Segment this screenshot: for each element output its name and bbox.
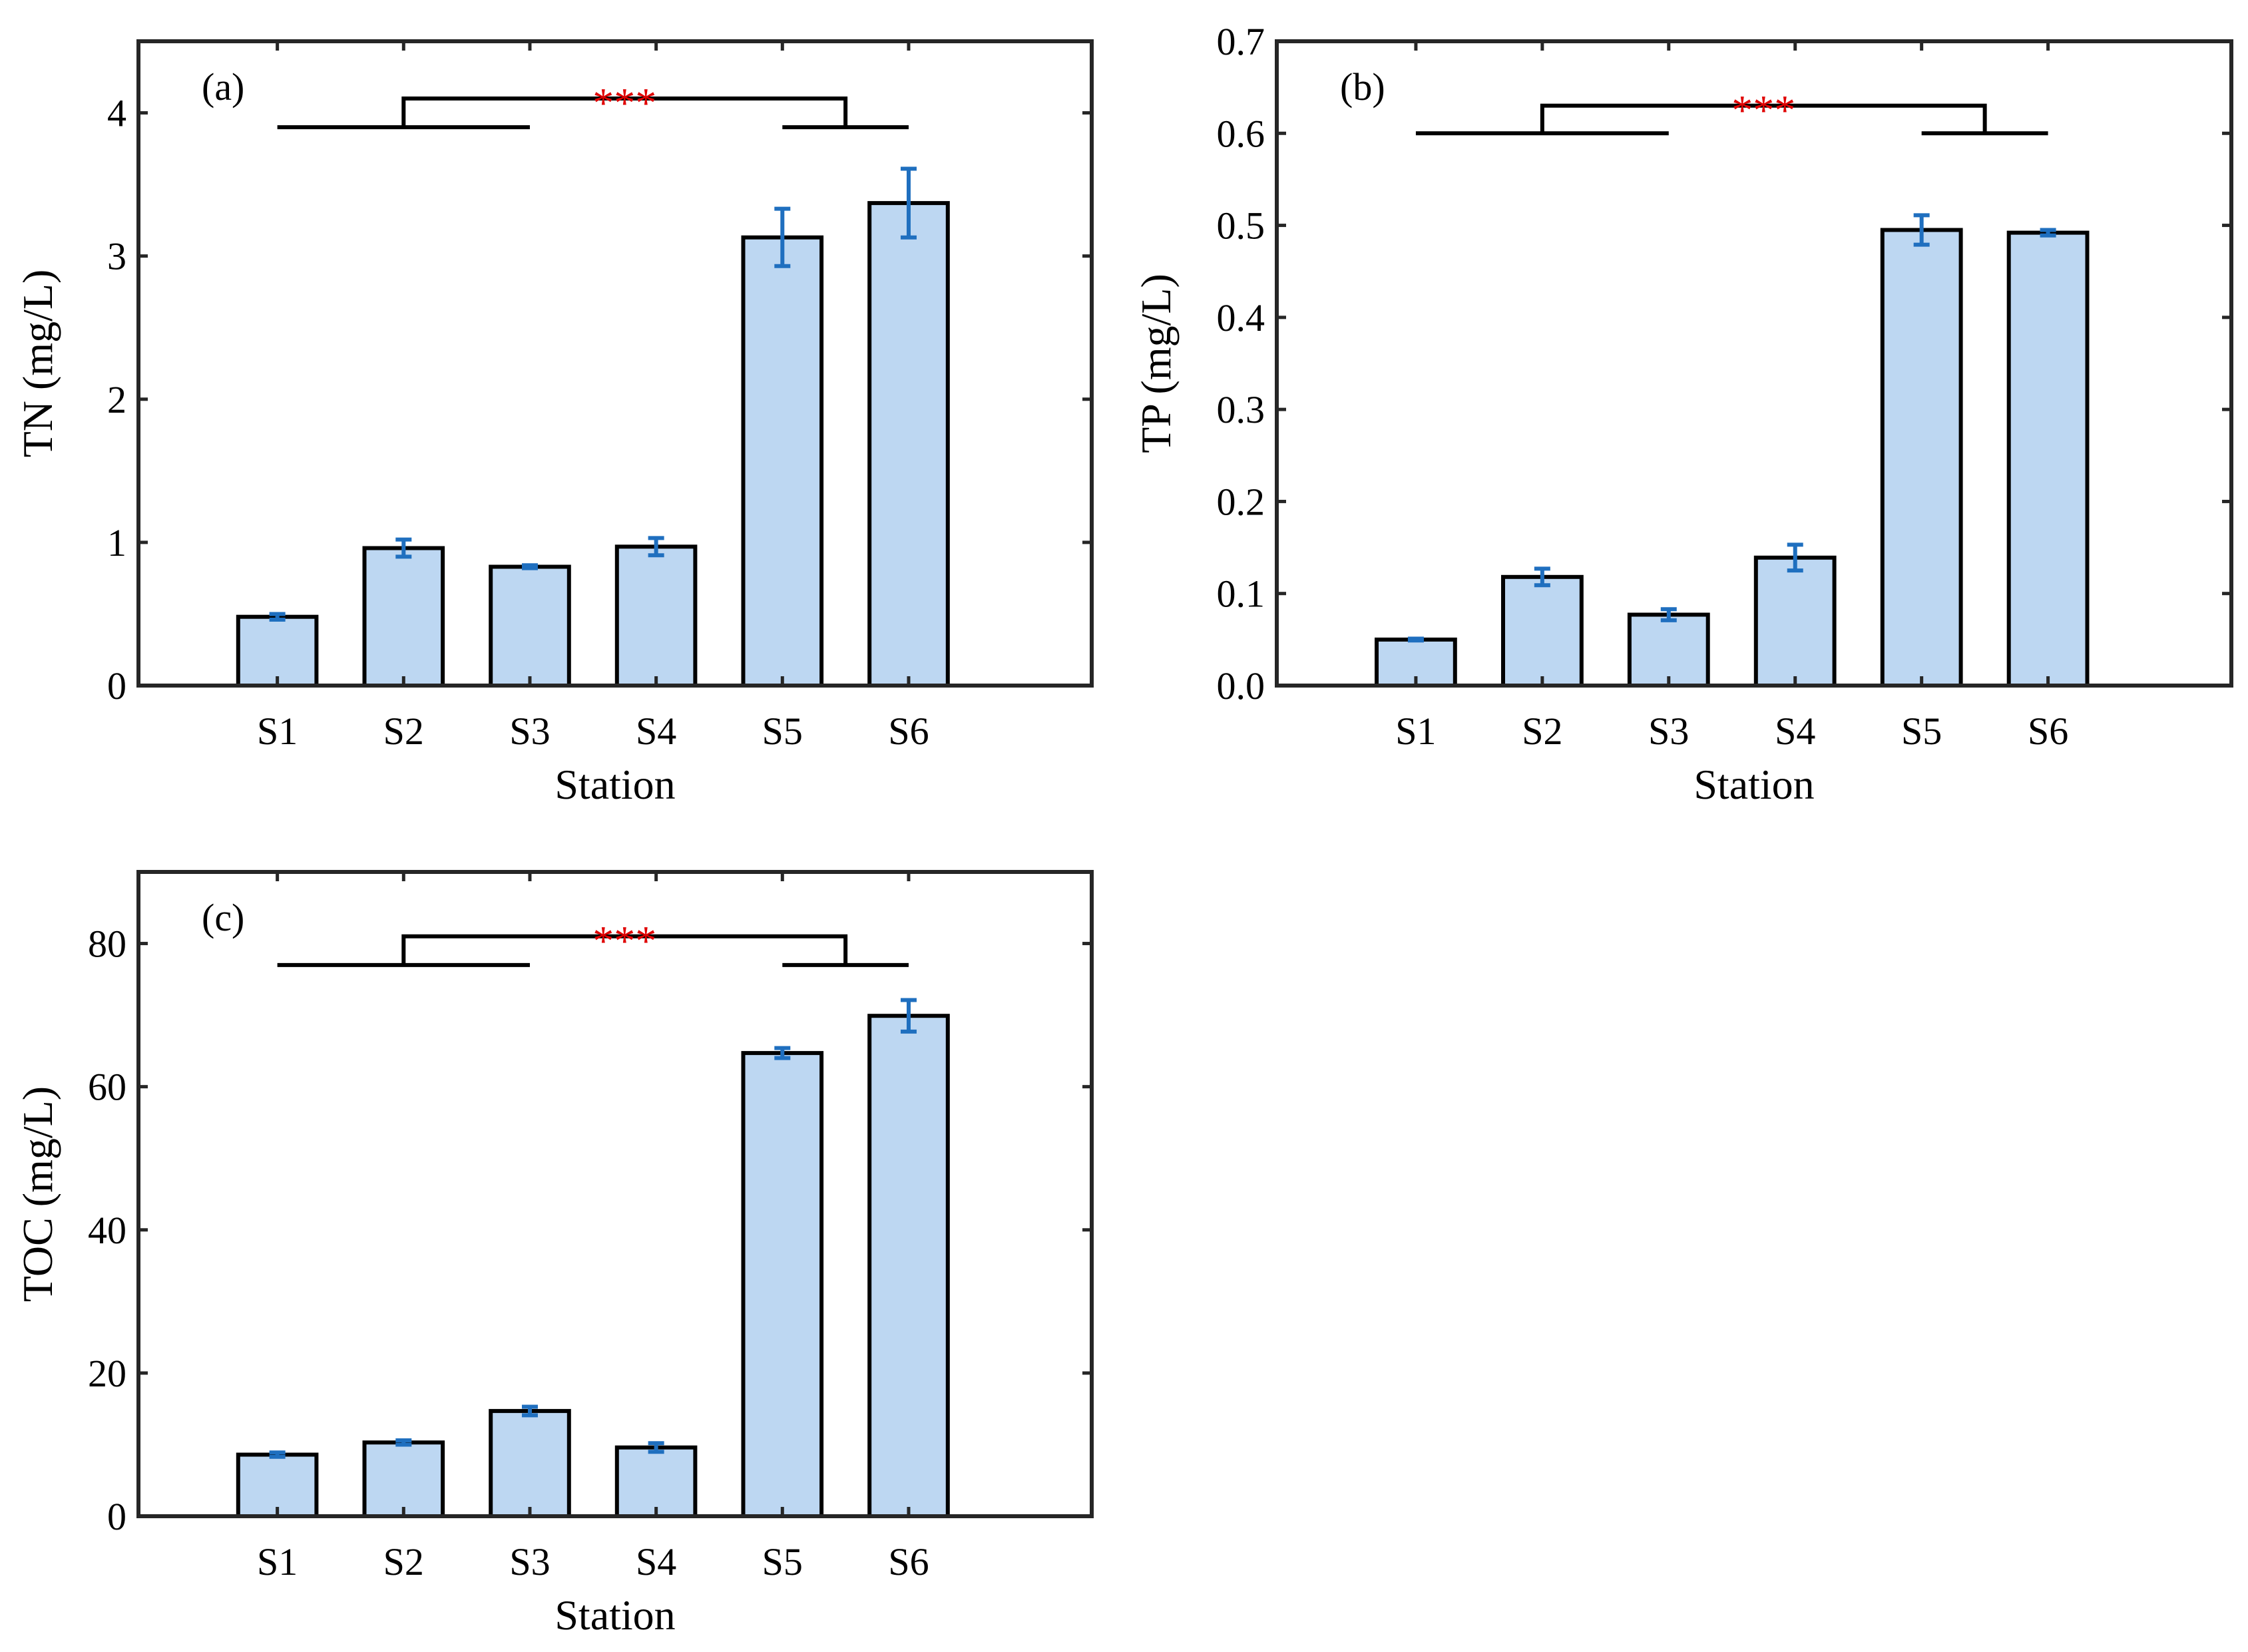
x-tick-label-s5: S5 — [1901, 710, 1942, 753]
x-axis-ticks: S1 S2 S3 S4 S5 S6 — [257, 872, 929, 1583]
x-tick-label-s6: S6 — [888, 1540, 929, 1583]
x-tick-label-s1: S1 — [1395, 710, 1436, 753]
bar-s4 — [614, 544, 698, 688]
y-tick-label: 0 — [107, 664, 126, 708]
x-axis-ticks: S1 S2 S3 S4 S5 S6 — [257, 41, 929, 753]
x-tick-label-s4: S4 — [1775, 710, 1815, 753]
error-bars-group — [1407, 213, 2056, 643]
panel-a: 0 1 2 3 4 S1 S2 S3 S4 S5 S6 (a) *** Station TN (m… — [14, 39, 1094, 808]
y-tick-label: 0.3 — [1217, 388, 1265, 431]
bars-group — [236, 1014, 950, 1518]
x-axis-label: Station — [1693, 761, 1814, 808]
y-tick-label: 80 — [88, 923, 126, 966]
y-tick-label: 0.6 — [1217, 112, 1265, 155]
bar-s2 — [362, 546, 445, 688]
y-axis-ticks: 0 20 40 60 80 — [88, 923, 1092, 1538]
x-axis-ticks: S1 S2 S3 S4 S5 S6 — [1395, 41, 2068, 753]
x-tick-label-s1: S1 — [257, 710, 298, 753]
y-axis-label: TOC (mg/L) — [14, 1086, 61, 1302]
x-tick-label-s6: S6 — [888, 710, 929, 753]
bar-s3 — [489, 564, 571, 688]
bracket-connector — [401, 97, 848, 128]
bar-s6 — [867, 201, 950, 688]
significance-bracket — [277, 934, 909, 967]
y-tick-label: 0.5 — [1217, 204, 1265, 248]
y-tick-label: 0.4 — [1217, 296, 1265, 339]
error-bars-group — [269, 998, 917, 1459]
y-tick-label: 0 — [107, 1495, 126, 1538]
panel-c: 0 20 40 60 80 S1 S2 S3 S4 S5 S6 (c) *** Station T… — [14, 870, 1094, 1639]
bar-s1 — [236, 614, 319, 688]
panel-b: 0.0 0.1 0.2 0.3 0.4 0.5 0.6 0.7 S1 S2 S3 S4 S5 S6 (b… — [1132, 20, 2233, 808]
y-tick-label: 4 — [107, 92, 126, 135]
panel-label: (b) — [1340, 65, 1385, 108]
x-tick-label-s3: S3 — [509, 710, 550, 753]
y-tick-label: 20 — [88, 1352, 126, 1395]
bar-s2 — [362, 1440, 445, 1518]
plot-frame — [1275, 39, 2233, 688]
x-tick-label-s5: S5 — [762, 1540, 803, 1583]
y-axis-label: TN (mg/L) — [14, 270, 61, 458]
y-axis-ticks: 0.0 0.1 0.2 0.3 0.4 0.5 0.6 0.7 — [1217, 20, 2231, 708]
y-tick-label: 0.1 — [1217, 572, 1265, 616]
bar-s3 — [489, 1408, 571, 1518]
bar-s5 — [1880, 228, 1963, 688]
bar-s3 — [1627, 612, 1710, 688]
x-tick-label-s5: S5 — [762, 710, 803, 753]
bracket-connector — [401, 934, 848, 965]
y-tick-label: 0.7 — [1217, 20, 1265, 63]
bar-s6 — [2006, 230, 2090, 688]
y-tick-label: 60 — [88, 1066, 126, 1109]
y-tick-label: 1 — [107, 521, 126, 564]
plot-frame — [136, 870, 1094, 1518]
significance-bracket — [1415, 103, 2048, 136]
significance-label: *** — [1731, 87, 1795, 134]
bar-s6 — [867, 1014, 950, 1518]
x-tick-label-s2: S2 — [383, 710, 424, 753]
bar-s4 — [614, 1445, 698, 1518]
bar-s2 — [1501, 574, 1584, 688]
x-tick-label-s2: S2 — [1522, 710, 1562, 753]
error-bars-group — [269, 166, 917, 622]
y-tick-label: 2 — [107, 378, 126, 421]
y-axis-label: TP (mg/L) — [1132, 274, 1180, 453]
bar-s5 — [741, 235, 824, 688]
x-tick-label-s6: S6 — [2028, 710, 2068, 753]
bar-s5 — [741, 1051, 824, 1518]
significance-bracket — [277, 97, 909, 130]
y-tick-label: 0.2 — [1217, 480, 1265, 523]
significance-label: *** — [592, 79, 656, 126]
x-tick-label-s4: S4 — [636, 710, 676, 753]
x-axis-label: Station — [555, 761, 675, 808]
plot-frame — [136, 39, 1094, 688]
panel-label: (c) — [202, 896, 244, 939]
y-tick-label: 0.0 — [1217, 664, 1265, 708]
x-tick-label-s2: S2 — [383, 1540, 424, 1583]
bracket-connector — [1540, 103, 1987, 134]
x-tick-label-s1: S1 — [257, 1540, 298, 1583]
x-tick-label-s3: S3 — [509, 1540, 550, 1583]
y-tick-label: 40 — [88, 1209, 126, 1252]
bar-s1 — [236, 1452, 319, 1518]
significance-label: *** — [592, 917, 656, 964]
bar-s4 — [1753, 555, 1837, 688]
y-tick-label: 3 — [107, 235, 126, 278]
x-axis-label: Station — [555, 1591, 675, 1639]
x-tick-label-s3: S3 — [1648, 710, 1689, 753]
y-axis-ticks: 0 1 2 3 4 — [107, 92, 1092, 708]
x-tick-label-s4: S4 — [636, 1540, 676, 1583]
bars-group — [236, 201, 950, 688]
bars-group — [1375, 228, 2090, 688]
panel-label: (a) — [202, 65, 244, 108]
